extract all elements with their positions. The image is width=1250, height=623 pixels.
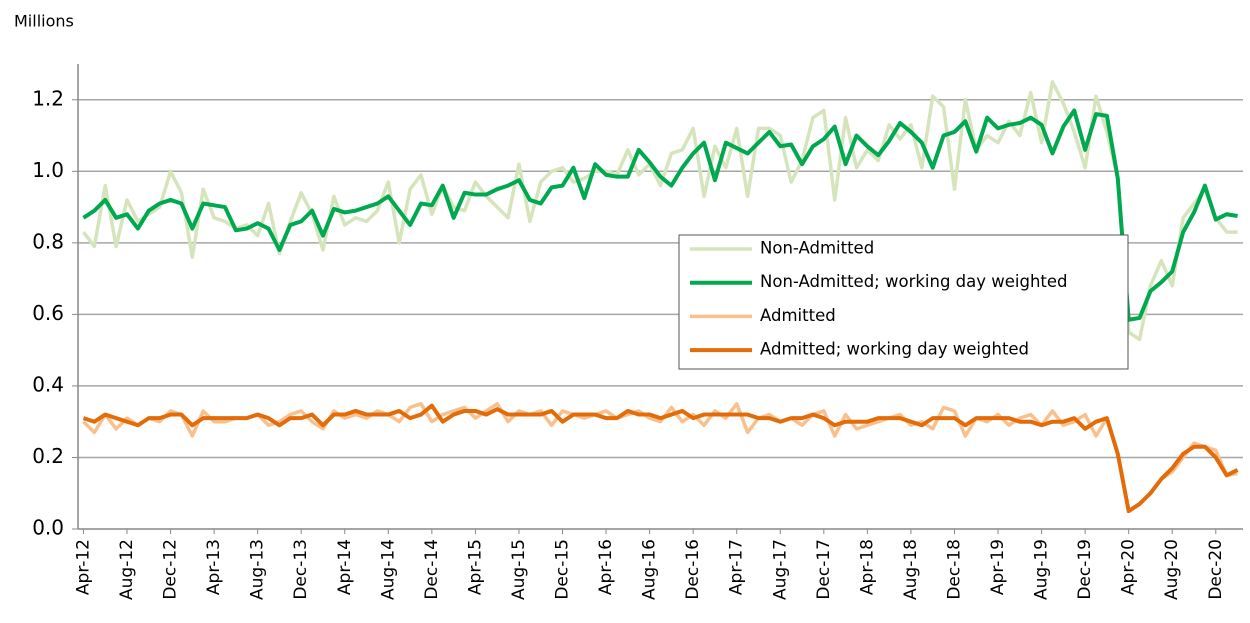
legend-box <box>678 234 1129 370</box>
x-tick-label: Apr-18 <box>857 539 877 595</box>
y-tick-label: 0.6 <box>32 301 64 325</box>
legend-label: Non-Admitted; working day weighted <box>760 272 1068 291</box>
x-tick-label: Apr-16 <box>596 539 616 595</box>
legend: Non-Admitted Non-Admitted; working day we… <box>678 234 1129 370</box>
x-tick-label: Aug-16 <box>640 539 660 600</box>
x-tick-label: Apr-19 <box>988 539 1008 595</box>
x-tick-label: Aug-12 <box>117 539 137 600</box>
x-tick-label: Dec-19 <box>1075 539 1095 600</box>
axes: 0.0 0.2 0.4 0.6 0.8 1.0 1.2 Apr-12 Aug-12 Dec-12 A… <box>32 64 1243 600</box>
legend-label: Non-Admitted <box>760 239 874 258</box>
x-tick-label: Dec-18 <box>944 539 964 600</box>
x-tick-label: Aug-19 <box>1032 539 1052 600</box>
x-tick-label: Apr-12 <box>73 539 93 595</box>
y-tick-label: 1.2 <box>32 86 64 110</box>
x-tick-label: Dec-15 <box>553 539 573 600</box>
grid <box>78 99 1243 459</box>
x-tick-label: Aug-20 <box>1162 539 1182 600</box>
x-tick-label: Aug-17 <box>770 539 790 600</box>
series-line <box>82 108 1238 322</box>
x-tick-label: Dec-17 <box>814 539 834 600</box>
legend-label: Admitted <box>760 306 836 325</box>
y-tick-label: 1.0 <box>32 158 64 182</box>
y-axis-unit: Millions <box>14 12 74 31</box>
x-tick-label: Aug-18 <box>901 539 921 600</box>
x-tick-label: Apr-14 <box>335 539 355 595</box>
y-tick-label: 0.4 <box>32 372 64 396</box>
x-tick-label: Dec-20 <box>1206 539 1226 600</box>
x-tick-label: Apr-15 <box>465 539 485 595</box>
x-tick-label: Apr-17 <box>727 539 747 595</box>
x-tick-label: Apr-13 <box>204 539 224 595</box>
y-tick-label: 0.8 <box>32 229 64 253</box>
legend-label: Admitted; working day weighted <box>760 340 1029 359</box>
y-tick-label: 0.0 <box>32 516 64 540</box>
x-tick-label: Dec-13 <box>291 539 311 600</box>
x-tick-label: Dec-14 <box>422 539 442 600</box>
x-tick-label: Aug-13 <box>248 539 268 600</box>
series-line <box>82 403 1239 514</box>
x-tick-label: Aug-15 <box>509 539 529 600</box>
lines <box>82 80 1239 514</box>
x-tick-label: Dec-12 <box>161 539 181 600</box>
series-line <box>82 80 1238 342</box>
x-tick-label: Dec-16 <box>683 539 703 600</box>
x-tick-label: Apr-20 <box>1119 539 1139 595</box>
x-tick-label: Aug-14 <box>378 539 398 600</box>
y-tick-label: 0.2 <box>32 444 64 468</box>
